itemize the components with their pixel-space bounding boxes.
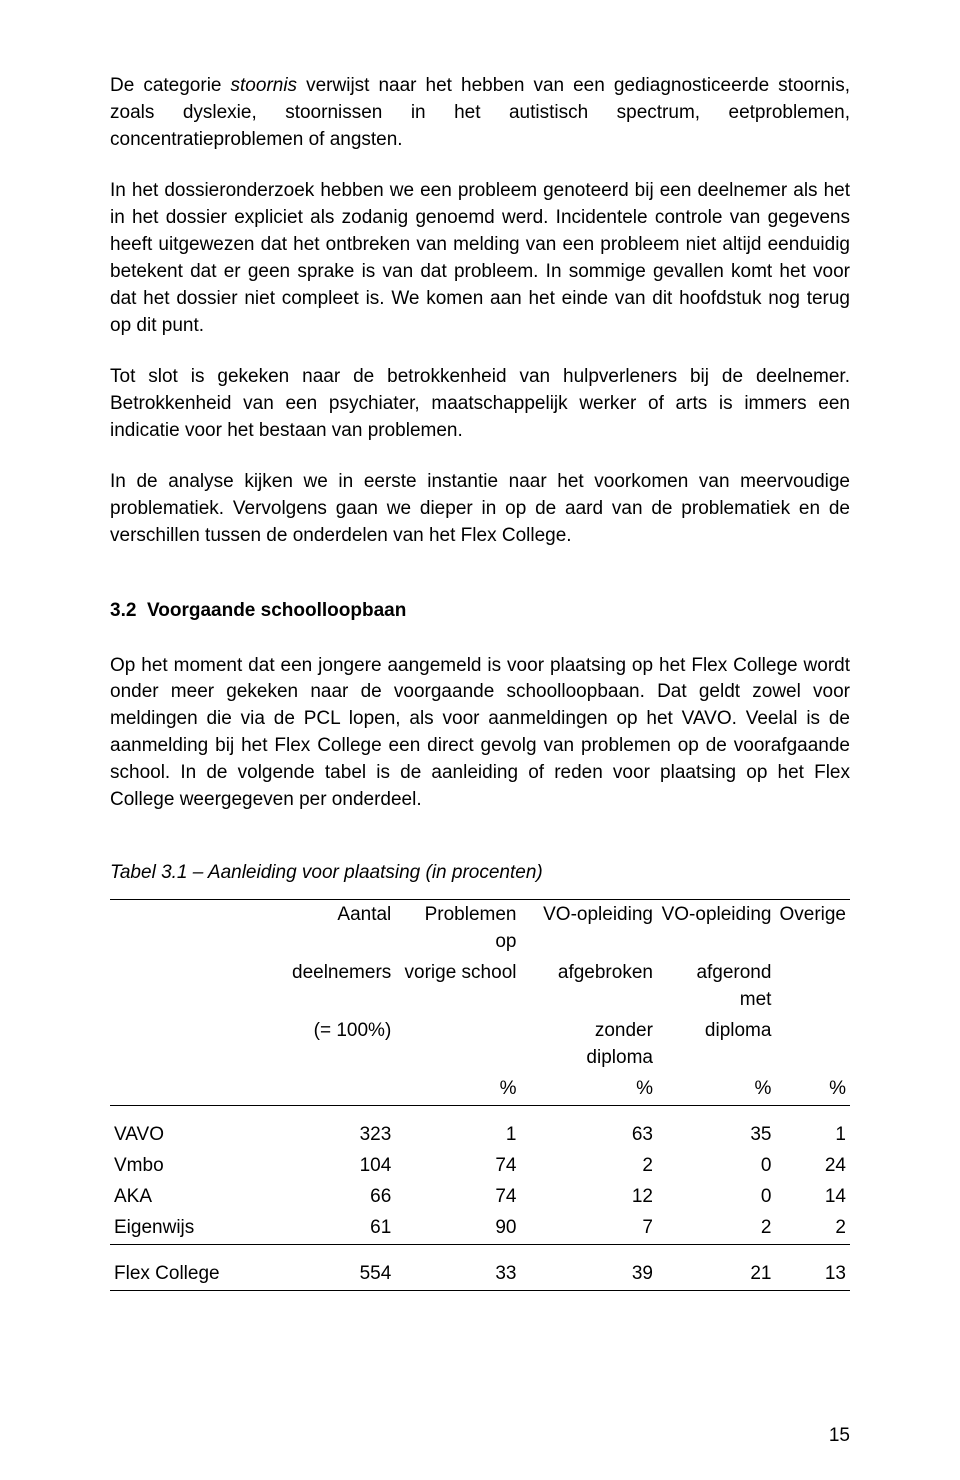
row-label: Flex College bbox=[110, 1259, 288, 1290]
table-row: Vmbo 104 74 2 0 24 bbox=[110, 1151, 850, 1182]
text-emphasis: stoornis bbox=[231, 75, 298, 96]
table-header-row: % % % % bbox=[110, 1074, 850, 1105]
cell: 1 bbox=[775, 1120, 850, 1151]
row-label: AKA bbox=[110, 1182, 288, 1213]
col-header-4-line3: diploma bbox=[657, 1016, 775, 1074]
paragraph-4: In de analyse kijken we in eerste instan… bbox=[110, 469, 850, 550]
cell: 21 bbox=[657, 1259, 775, 1290]
col-header-2-line1: Problemen op bbox=[395, 900, 520, 958]
col-header-5-line1: Overige bbox=[775, 900, 850, 958]
table-header-row: (= 100%) zonder diploma diploma bbox=[110, 1016, 850, 1074]
paragraph-5: Op het moment dat een jongere aangemeld … bbox=[110, 653, 850, 815]
table-row: Eigenwijs 61 90 7 2 2 bbox=[110, 1213, 850, 1244]
cell: 0 bbox=[657, 1182, 775, 1213]
col-header-empty bbox=[110, 900, 288, 958]
col-header-5-line3 bbox=[775, 1016, 850, 1074]
spacer-row bbox=[110, 1244, 850, 1259]
cell: 2 bbox=[520, 1151, 656, 1182]
row-label: Vmbo bbox=[110, 1151, 288, 1182]
col-header-3-line1: VO-opleiding bbox=[520, 900, 656, 958]
col-header-1-line4 bbox=[288, 1074, 395, 1105]
col-header-2-line2: vorige school bbox=[395, 958, 520, 1016]
table-total-row: Flex College 554 33 39 21 13 bbox=[110, 1259, 850, 1290]
table-row: VAVO 323 1 63 35 1 bbox=[110, 1120, 850, 1151]
table-header-row: deelnemers vorige school afgebroken afge… bbox=[110, 958, 850, 1016]
spacer-row bbox=[110, 1106, 850, 1121]
cell: 554 bbox=[288, 1259, 395, 1290]
table-placement-reasons: Aantal Problemen op VO-opleiding VO-ople… bbox=[110, 899, 850, 1291]
col-header-5-line4: % bbox=[775, 1074, 850, 1105]
cell: 1 bbox=[395, 1120, 520, 1151]
cell: 7 bbox=[520, 1213, 656, 1244]
paragraph-3: Tot slot is gekeken naar de betrokkenhei… bbox=[110, 364, 850, 445]
cell: 33 bbox=[395, 1259, 520, 1290]
page-number: 15 bbox=[829, 1423, 850, 1450]
table-row: AKA 66 74 12 0 14 bbox=[110, 1182, 850, 1213]
cell: 323 bbox=[288, 1120, 395, 1151]
col-header-5-line2 bbox=[775, 958, 850, 1016]
cell: 104 bbox=[288, 1151, 395, 1182]
cell: 74 bbox=[395, 1151, 520, 1182]
table-title: Tabel 3.1 – Aanleiding voor plaatsing (i… bbox=[110, 860, 850, 887]
cell: 35 bbox=[657, 1120, 775, 1151]
section-title: Voorgaande schoolloopbaan bbox=[147, 600, 406, 621]
cell: 2 bbox=[775, 1213, 850, 1244]
cell: 14 bbox=[775, 1182, 850, 1213]
paragraph-2: In het dossieronderzoek hebben we een pr… bbox=[110, 178, 850, 340]
col-header-3-line4: % bbox=[520, 1074, 656, 1105]
document-page: De categorie stoornis verwijst naar het … bbox=[0, 0, 960, 1480]
cell: 90 bbox=[395, 1213, 520, 1244]
row-label: VAVO bbox=[110, 1120, 288, 1151]
row-label: Eigenwijs bbox=[110, 1213, 288, 1244]
col-header-2-line3 bbox=[395, 1016, 520, 1074]
cell: 74 bbox=[395, 1182, 520, 1213]
cell: 39 bbox=[520, 1259, 656, 1290]
cell: 0 bbox=[657, 1151, 775, 1182]
col-header-4-line2: afgerond met bbox=[657, 958, 775, 1016]
col-header-2-line4: % bbox=[395, 1074, 520, 1105]
col-header-1-line2: deelnemers bbox=[288, 958, 395, 1016]
col-header-3-line3: zonder diploma bbox=[520, 1016, 656, 1074]
col-header-1-line1: Aantal bbox=[288, 900, 395, 958]
section-heading: 3.2 Voorgaande schoolloopbaan bbox=[110, 598, 850, 625]
col-header-3-line2: afgebroken bbox=[520, 958, 656, 1016]
col-header-4-line1: VO-opleiding bbox=[657, 900, 775, 958]
cell: 12 bbox=[520, 1182, 656, 1213]
cell: 2 bbox=[657, 1213, 775, 1244]
text-run: De categorie bbox=[110, 75, 231, 96]
section-number: 3.2 bbox=[110, 600, 136, 621]
cell: 24 bbox=[775, 1151, 850, 1182]
paragraph-1: De categorie stoornis verwijst naar het … bbox=[110, 73, 850, 154]
cell: 63 bbox=[520, 1120, 656, 1151]
cell: 66 bbox=[288, 1182, 395, 1213]
cell: 13 bbox=[775, 1259, 850, 1290]
col-header-4-line4: % bbox=[657, 1074, 775, 1105]
col-header-1-line3: (= 100%) bbox=[288, 1016, 395, 1074]
table-header-row: Aantal Problemen op VO-opleiding VO-ople… bbox=[110, 900, 850, 958]
cell: 61 bbox=[288, 1213, 395, 1244]
